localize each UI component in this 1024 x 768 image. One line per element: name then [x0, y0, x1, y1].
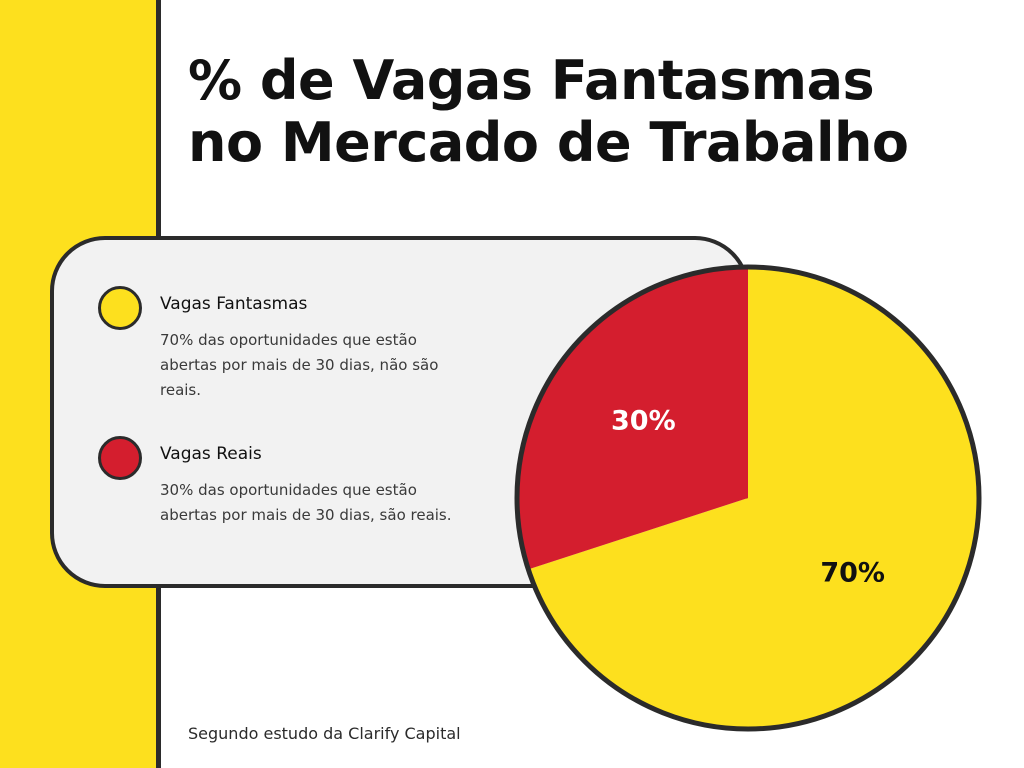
legend-swatch-vagas-reais — [98, 436, 142, 480]
pie-slices — [517, 267, 979, 729]
legend-label-vagas-fantasmas: Vagas Fantasmas — [160, 294, 308, 314]
legend-description-vagas-fantasmas: 70% das oportunidades que estão abertas … — [160, 331, 439, 399]
page-title: % de Vagas Fantasmas no Mercado de Traba… — [188, 50, 988, 174]
legend-label-vagas-reais: Vagas Reais — [160, 444, 262, 464]
pie-labels: 70% 30% — [611, 405, 885, 588]
legend-swatch-vagas-fantasmas — [98, 286, 142, 330]
legend-description-vagas-reais: 30% das oportunidades que estão abertas … — [160, 481, 452, 524]
pie-slice-vagas-reais — [517, 267, 748, 570]
title-line-2: no Mercado de Trabalho — [188, 111, 909, 174]
pie-outline — [514, 264, 982, 732]
title-line-1: % de Vagas Fantasmas — [188, 49, 875, 112]
source-note: Segundo estudo da Clarify Capital — [188, 724, 461, 743]
pie-label-vagas-fantasmas: 70% — [820, 558, 885, 589]
pie-label-vagas-reais: 30% — [611, 405, 676, 436]
pie-slice-vagas-fantasmas — [528, 267, 979, 729]
